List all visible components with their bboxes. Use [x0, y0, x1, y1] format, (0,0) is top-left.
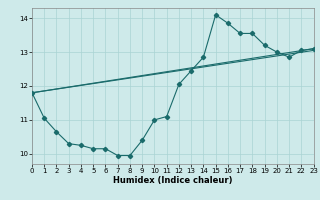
X-axis label: Humidex (Indice chaleur): Humidex (Indice chaleur) [113, 176, 233, 185]
